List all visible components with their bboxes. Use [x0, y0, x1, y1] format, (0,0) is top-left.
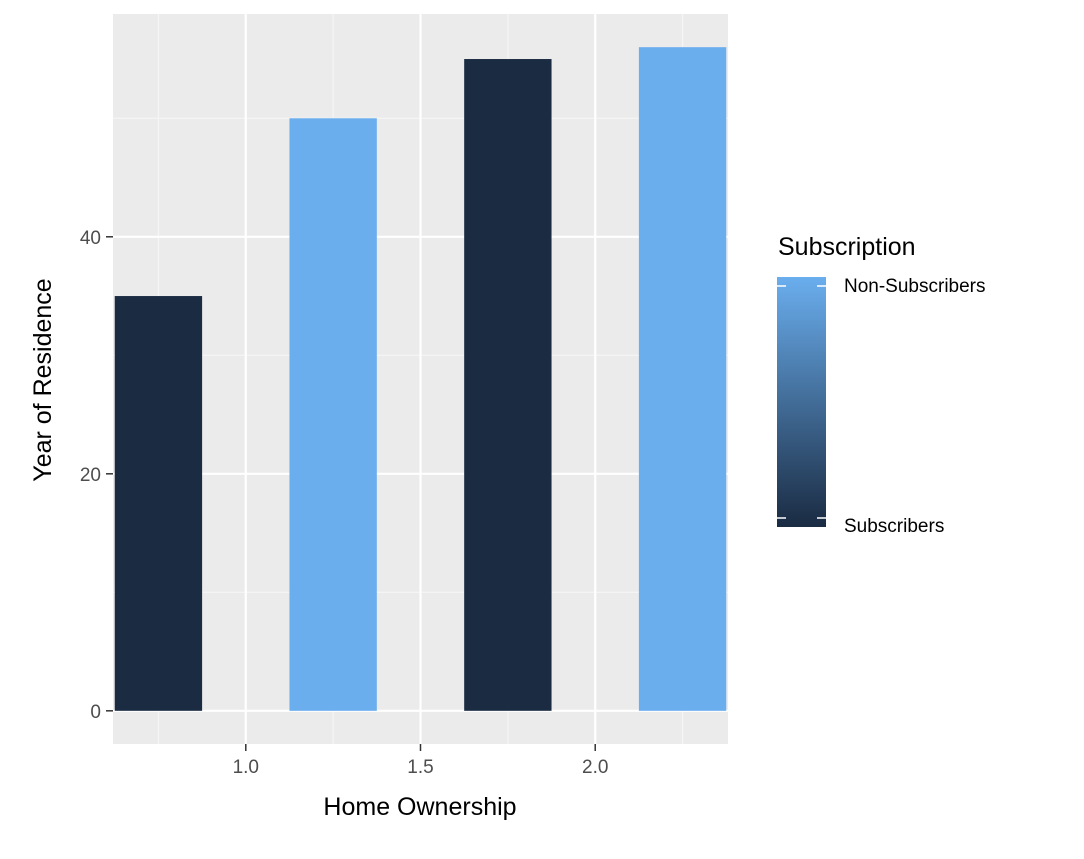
legend-title: Subscription	[778, 233, 916, 261]
x-axis-title: Home Ownership	[323, 793, 516, 821]
legend: Subscription Non-Subscribers Subscribers	[777, 233, 986, 537]
legend-label-non-subscribers: Non-Subscribers	[844, 276, 986, 297]
x-tick-label: 1.5	[407, 757, 433, 778]
legend-colorbar-ticks	[777, 285, 826, 519]
y-axis-title: Year of Residence	[29, 278, 57, 481]
bar-4	[638, 47, 727, 711]
y-tick-label: 40	[80, 228, 101, 249]
bar-3	[464, 59, 552, 711]
y-tick-label: 20	[80, 465, 101, 486]
x-tick-label: 1.0	[233, 757, 259, 778]
major-gridlines	[113, 14, 728, 744]
legend-label-subscribers: Subscribers	[844, 516, 944, 537]
bar-1	[114, 296, 203, 711]
x-axis: 1.0 1.5 2.0	[233, 744, 608, 778]
legend-colorbar	[777, 277, 826, 527]
y-tick-label: 0	[90, 702, 101, 723]
x-tick-label: 2.0	[582, 757, 608, 778]
bars	[114, 47, 727, 711]
bar-2	[289, 118, 377, 711]
y-axis: 0 20 40	[80, 228, 113, 723]
